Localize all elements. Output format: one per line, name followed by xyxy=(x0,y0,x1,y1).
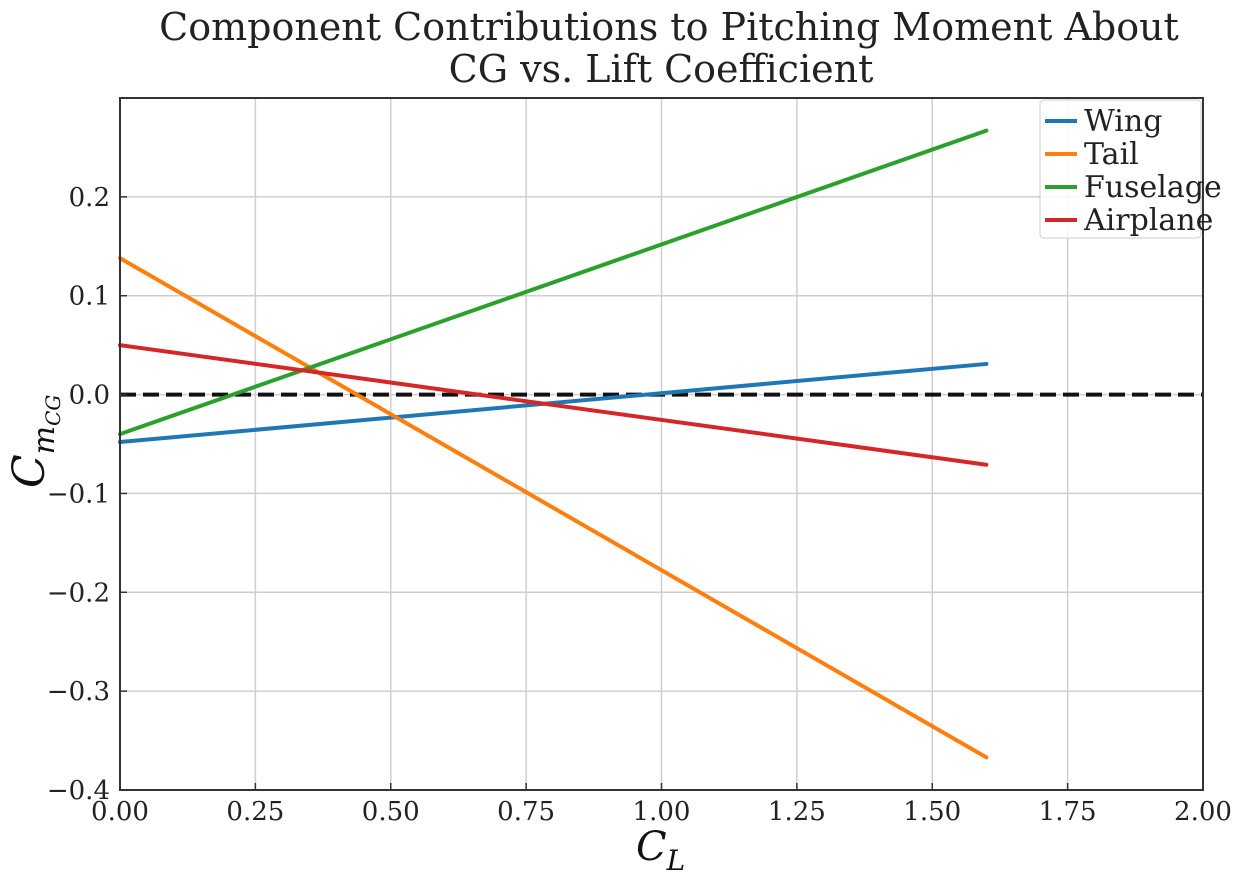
x-tick-label: 2.00 xyxy=(1174,797,1232,827)
x-axis-label-main: C xyxy=(636,824,667,870)
series-line-tail xyxy=(118,256,989,760)
legend-label-airplane: Airplane xyxy=(1083,203,1213,238)
svg-text:CmCG: CmCG xyxy=(4,395,65,488)
x-tick-label: 0.25 xyxy=(226,797,284,827)
y-tick-label: −0.3 xyxy=(47,677,110,707)
axis-ticks xyxy=(119,196,1204,791)
y-axis-label-main: C xyxy=(4,454,55,488)
x-tick-label: 0.50 xyxy=(362,797,420,827)
x-tick-label: 1.25 xyxy=(768,797,826,827)
legend-label-fuselage: Fuselage xyxy=(1084,170,1222,205)
y-axis-label: CmCG xyxy=(4,395,65,488)
chart-title-line-2: CG vs. Lift Coefficient xyxy=(449,47,874,91)
x-tick-label: 0.75 xyxy=(497,797,555,827)
y-tick-label: 0.0 xyxy=(69,381,110,411)
y-tick-label: −0.4 xyxy=(47,776,110,806)
x-tick-labels: 0.00 0.25 0.50 0.75 1.00 1.25 1.50 1.75 2.00 xyxy=(91,797,1232,827)
y-tick-labels: −0.4 −0.3 −0.2 −0.1 0.0 0.1 0.2 xyxy=(47,183,110,806)
series-line-airplane xyxy=(118,343,989,467)
y-tick-label: −0.1 xyxy=(47,479,110,509)
y-tick-label: 0.1 xyxy=(69,282,110,312)
y-axis-label-sub: m xyxy=(27,426,62,454)
legend-box xyxy=(1039,99,1202,239)
x-axis-label: CL xyxy=(636,824,685,875)
y-tick-label: 0.2 xyxy=(69,183,110,213)
legend-label-wing: Wing xyxy=(1084,104,1162,139)
legend-label-tail: Tail xyxy=(1084,137,1139,172)
y-tick-label: −0.2 xyxy=(47,578,110,608)
x-axis-label-sub: L xyxy=(666,844,686,875)
series-lines xyxy=(118,128,989,760)
x-tick-label: 1.50 xyxy=(903,797,961,827)
x-tick-label: 1.00 xyxy=(633,797,691,827)
chart-title-line-1: Component Contributions to Pitching Mome… xyxy=(159,5,1179,49)
series-line-fuselage xyxy=(118,128,989,437)
y-axis-label-subsub: CG xyxy=(41,395,65,426)
x-tick-label: 0.00 xyxy=(91,797,149,827)
x-tick-label: 1.75 xyxy=(1039,797,1097,827)
